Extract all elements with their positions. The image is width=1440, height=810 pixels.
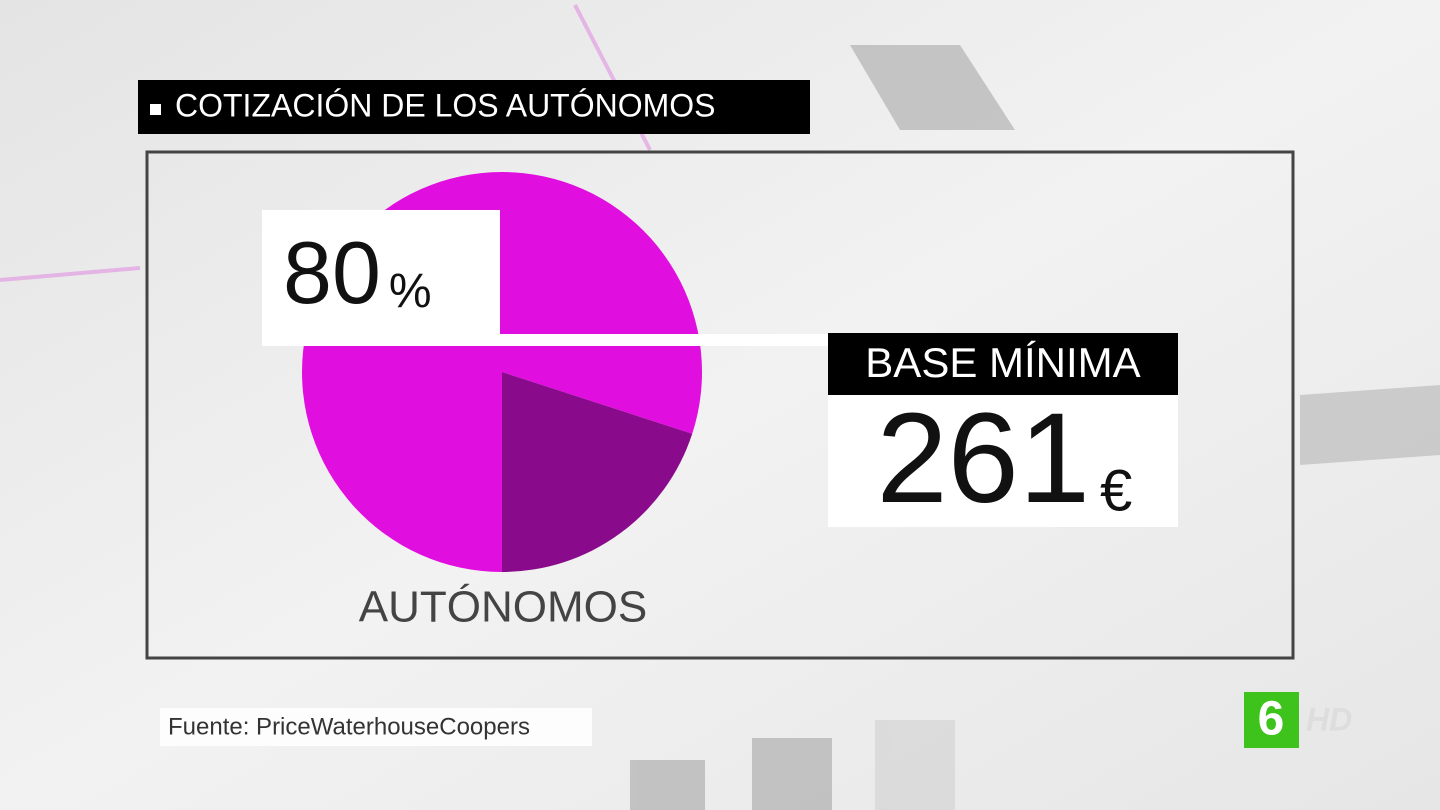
- source: Fuente: PriceWaterhouseCoopers: [168, 713, 530, 740]
- logo-text: HD: [1306, 701, 1352, 737]
- chart-frame: [145, 150, 1295, 660]
- value-label: 80%: [283, 223, 432, 322]
- title-bullet: [150, 104, 161, 115]
- callout-label-box: [828, 333, 1178, 395]
- pie-label: AUTÓNOMOS: [359, 583, 647, 632]
- callout-value-box: [828, 395, 1178, 527]
- title-bar: [138, 80, 810, 134]
- value-label-box: [262, 210, 500, 346]
- callout-value: 261: [876, 387, 1090, 530]
- logo-channel: 6: [1258, 693, 1285, 746]
- logo-box: [1244, 692, 1299, 748]
- callout-unit: €: [1100, 458, 1132, 523]
- source-box: [160, 708, 592, 746]
- background-decor: [0, 4, 1440, 810]
- callout-label: BASE MÍNIMA: [865, 339, 1140, 386]
- chart-title: COTIZACIÓN DE LOS AUTÓNOMOS: [175, 87, 716, 123]
- pie-slice: [502, 372, 693, 572]
